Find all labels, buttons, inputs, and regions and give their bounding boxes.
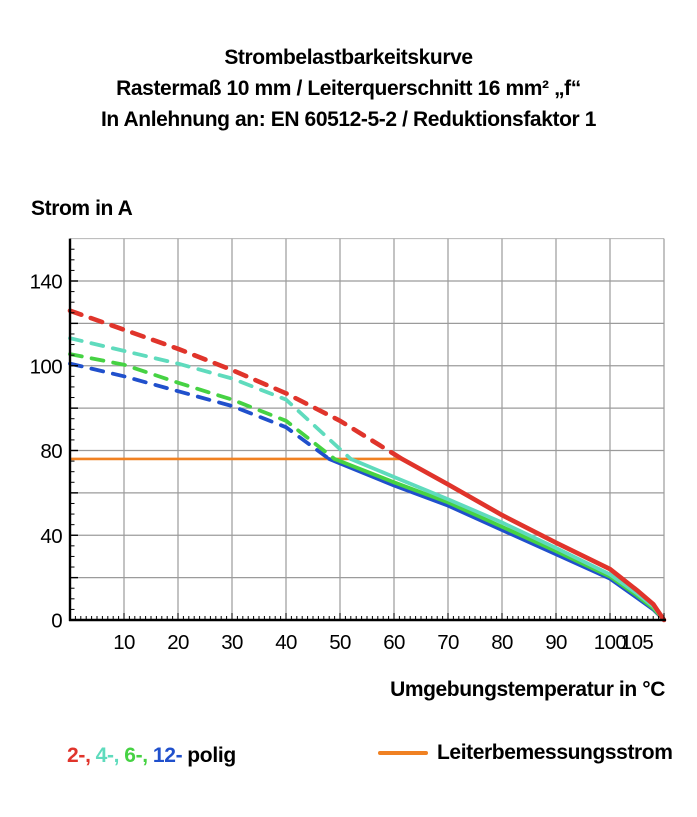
x-tick-label: 105	[621, 631, 654, 654]
x-tick-label: 50	[329, 631, 351, 654]
curve-dashed-6-polig	[68, 352, 337, 461]
legend-item-2: 2-,	[67, 744, 91, 767]
rated-current-label: Leiterbemessungsstrom	[437, 741, 673, 764]
rated-current-line-swatch	[378, 751, 428, 755]
legend-pole-counts: 2-, 4-, 6-, 12- polig	[67, 744, 241, 768]
chart-title: Strombelastbarkeitskurve Rastermaß 10 mm…	[0, 42, 697, 135]
x-tick-label: 40	[275, 631, 297, 654]
chart-title-line3: In Anlehnung an: EN 60512-5-2 / Reduktio…	[101, 108, 596, 131]
y-tick-label: 40	[40, 525, 62, 548]
y-axis-title: Strom in A	[31, 197, 133, 220]
y-tick-label: 0	[51, 610, 62, 633]
y-tick-label: 100	[30, 355, 63, 378]
y-tick-label: 80	[40, 440, 62, 463]
x-tick-label: 60	[383, 631, 405, 654]
legend-item-4: 4-,	[95, 744, 120, 767]
x-tick-label: 20	[167, 631, 189, 654]
legend-item-6: 6-,	[124, 744, 148, 767]
curve-dashed-2-polig	[67, 308, 405, 462]
x-tick-label: 80	[491, 631, 513, 654]
legend-item-polig: polig	[187, 744, 236, 767]
chart-title-line2: Rastermaß 10 mm / Leiterquerschnitt 16 m…	[116, 77, 581, 100]
curve-dashed-12-polig	[68, 361, 332, 461]
x-tick-label: 70	[437, 631, 459, 654]
legend-item-12: 12-	[152, 744, 183, 767]
x-axis-title: Umgebungstemperatur in °C	[390, 678, 665, 701]
legend-rated-current: Leiterbemessungsstrom	[378, 741, 673, 765]
curve-solid-2-polig	[399, 456, 667, 623]
x-tick-label: 30	[221, 631, 243, 654]
curve-dashed-4-polig	[68, 336, 353, 461]
x-tick-label: 10	[113, 631, 135, 654]
y-tick-label: 140	[30, 271, 63, 294]
curve-solid-12-polig	[327, 457, 666, 622]
x-tick-label: 100	[594, 631, 627, 654]
x-tick-label: 90	[545, 631, 567, 654]
chart-title-line1: Strombelastbarkeitskurve	[224, 46, 473, 69]
